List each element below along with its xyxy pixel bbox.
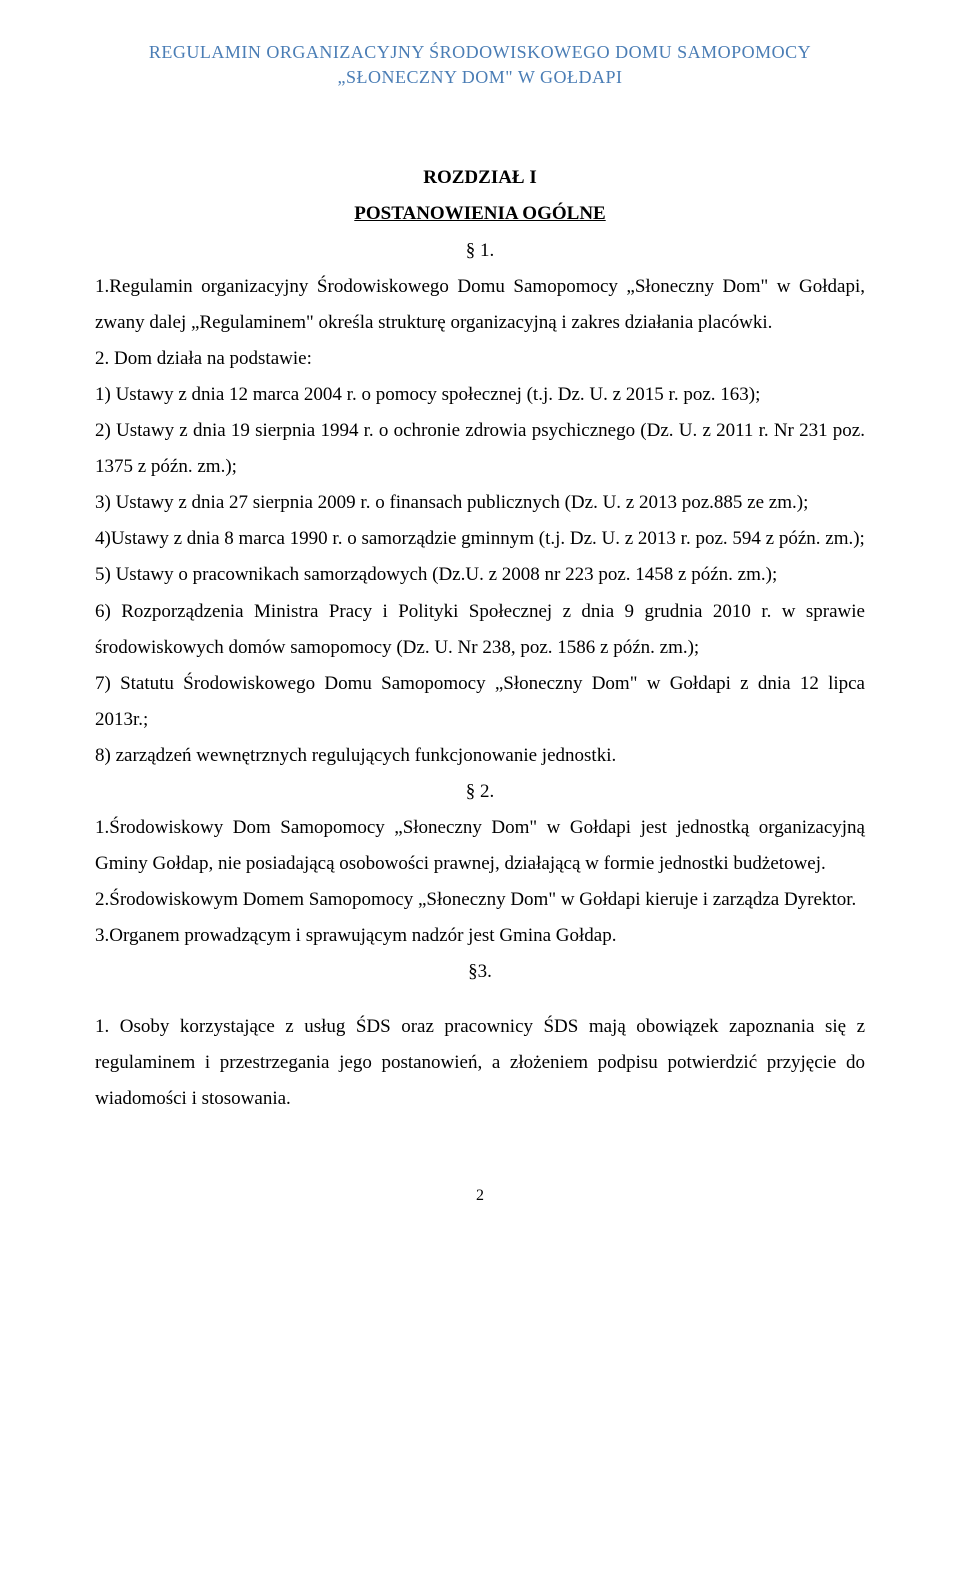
s1-i7: 7) Statutu Środowiskowego Domu Samopomoc… bbox=[95, 666, 865, 738]
section-2-number: § 2. bbox=[95, 774, 865, 810]
s2-p3: 3.Organem prowadzącym i sprawującym nadz… bbox=[95, 918, 865, 954]
s1-i4: 4)Ustawy z dnia 8 marca 1990 r. o samorz… bbox=[95, 521, 865, 557]
s3-p1: 1. Osoby korzystające z usług ŚDS oraz p… bbox=[95, 1009, 865, 1117]
s1-p1: 1.Regulamin organizacyjny Środowiskowego… bbox=[95, 269, 865, 341]
s2-p1: 1.Środowiskowy Dom Samopomocy „Słoneczny… bbox=[95, 810, 865, 882]
section-1-number: § 1. bbox=[95, 233, 865, 269]
header-line-1: REGULAMIN ORGANIZACYJNY ŚRODOWISKOWEGO D… bbox=[95, 40, 865, 65]
section-3-number: §3. bbox=[95, 954, 865, 990]
document-header: REGULAMIN ORGANIZACYJNY ŚRODOWISKOWEGO D… bbox=[95, 40, 865, 90]
s1-i5: 5) Ustawy o pracownikach samorządowych (… bbox=[95, 557, 865, 593]
s1-p2: 2. Dom działa na podstawie: bbox=[95, 341, 865, 377]
spacer bbox=[95, 991, 865, 1009]
s1-i3: 3) Ustawy z dnia 27 sierpnia 2009 r. o f… bbox=[95, 485, 865, 521]
s1-i2: 2) Ustawy z dnia 19 sierpnia 1994 r. o o… bbox=[95, 413, 865, 485]
chapter-number: ROZDZIAŁ I bbox=[95, 160, 865, 196]
s1-i8: 8) zarządzeń wewnętrznych regulujących f… bbox=[95, 738, 865, 774]
s1-i6: 6) Rozporządzenia Ministra Pracy i Polit… bbox=[95, 594, 865, 666]
page-number: 2 bbox=[95, 1187, 865, 1205]
s1-i1: 1) Ustawy z dnia 12 marca 2004 r. o pomo… bbox=[95, 377, 865, 413]
s2-p2: 2.Środowiskowym Domem Samopomocy „Słonec… bbox=[95, 882, 865, 918]
chapter-title: POSTANOWIENIA OGÓLNE bbox=[95, 196, 865, 232]
header-line-2: „SŁONECZNY DOM" W GOŁDAPI bbox=[95, 65, 865, 90]
